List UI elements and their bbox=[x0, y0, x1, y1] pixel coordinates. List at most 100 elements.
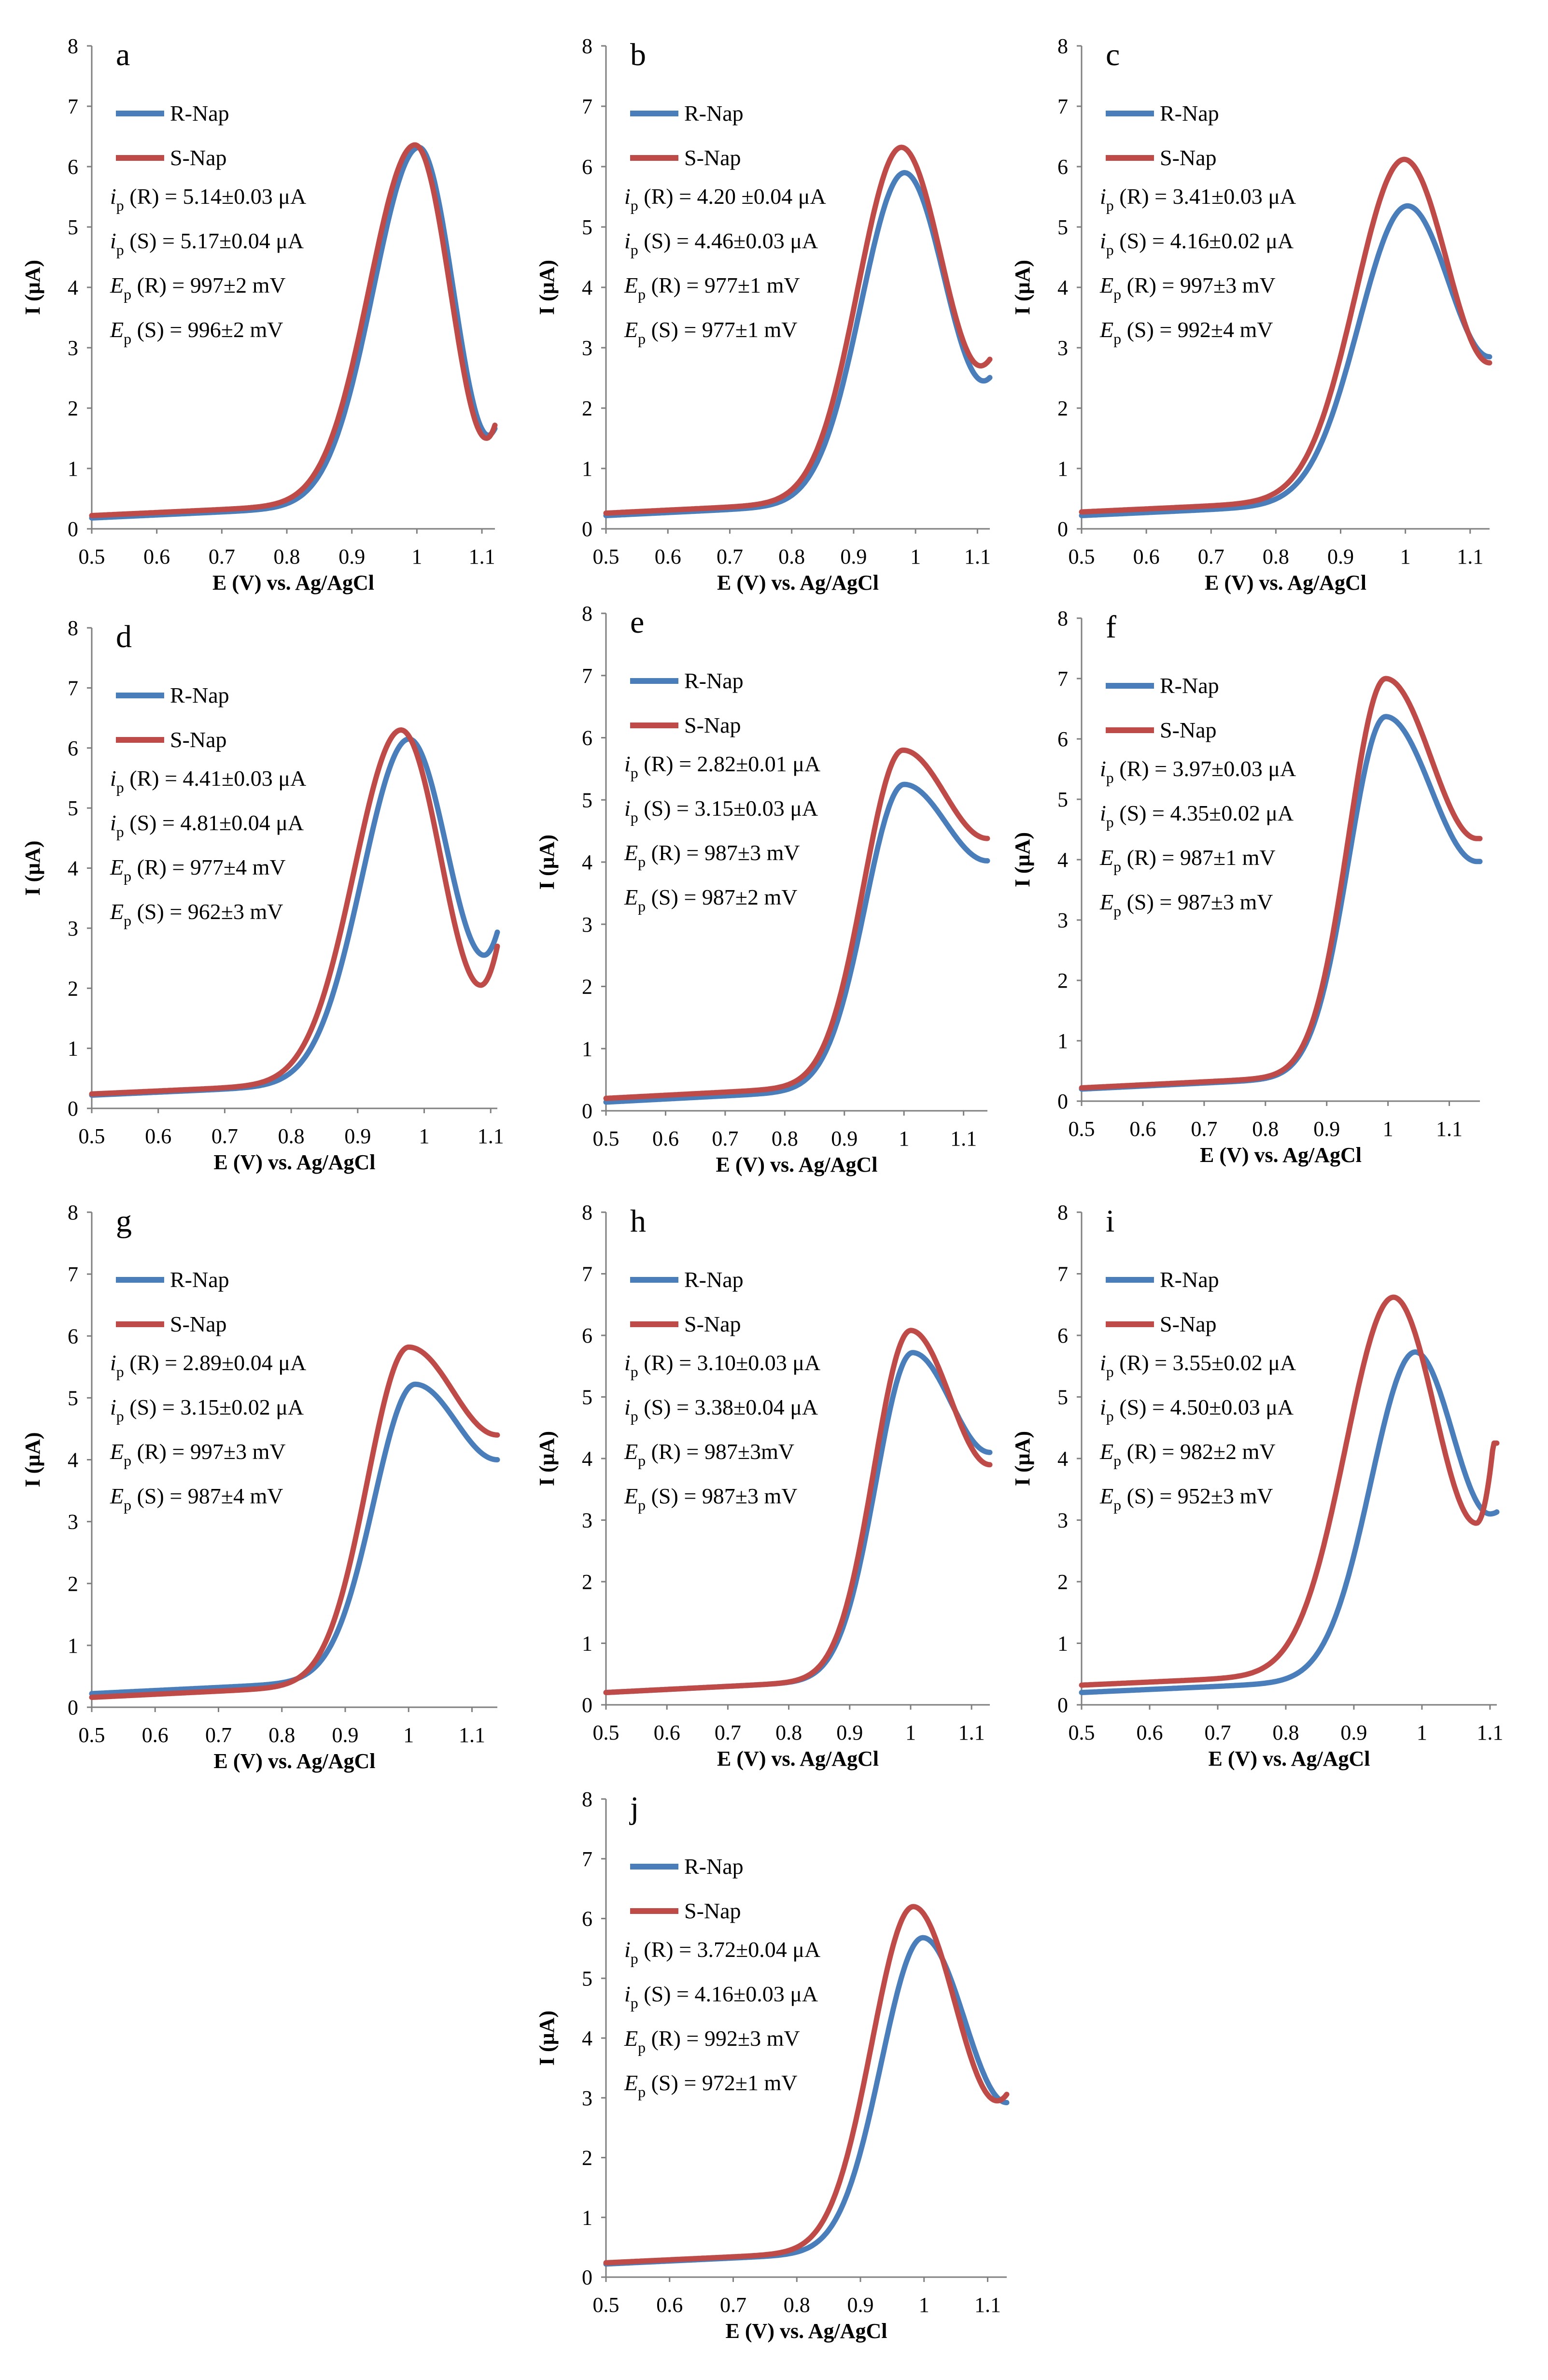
y-tick-label: 6 bbox=[68, 737, 78, 760]
subscript: p bbox=[631, 1407, 638, 1425]
y-tick-label: 3 bbox=[68, 336, 78, 360]
y-tick-label: 2 bbox=[582, 2146, 592, 2170]
y-tick-label: 6 bbox=[582, 155, 592, 179]
y-tick-label: 7 bbox=[582, 95, 592, 118]
stat-annotation: ip (R) = 3.72±0.04 μA bbox=[624, 1937, 820, 1967]
y-tick-label: 7 bbox=[68, 95, 78, 118]
subscript: p bbox=[1113, 1496, 1121, 1514]
x-tick-label: 0.9 bbox=[1313, 1117, 1340, 1141]
symbol: i bbox=[624, 1982, 631, 2006]
y-tick-label: 1 bbox=[1057, 457, 1068, 481]
y-tick-label: 7 bbox=[68, 676, 78, 700]
symbol: i bbox=[624, 796, 631, 821]
x-tick-label: 0.6 bbox=[1136, 1721, 1163, 1744]
symbol: E bbox=[110, 317, 124, 342]
subscript: p bbox=[1113, 858, 1121, 875]
y-axis-title: I (μA) bbox=[1011, 260, 1034, 315]
stat-annotation: Ep (S) = 962±3 mV bbox=[110, 899, 283, 929]
subscript: p bbox=[638, 853, 646, 870]
x-tick-label: 0.5 bbox=[593, 1127, 619, 1150]
value: (R) = 997±2 mV bbox=[131, 273, 286, 298]
x-axis-title: E (V) vs. Ag/AgCl bbox=[214, 1150, 376, 1174]
x-tick-label: 0.5 bbox=[1069, 545, 1095, 568]
series-line-r-nap bbox=[603, 781, 990, 1105]
y-tick-label: 5 bbox=[582, 1386, 592, 1409]
x-tick-label: 1 bbox=[910, 545, 921, 568]
y-axis-title: I (μA) bbox=[21, 1432, 44, 1487]
symbol: E bbox=[1099, 1484, 1113, 1508]
symbol: E bbox=[1099, 317, 1113, 342]
y-tick-label: 8 bbox=[1057, 607, 1068, 630]
subscript: p bbox=[1106, 1407, 1114, 1425]
value: (S) = 972±1 mV bbox=[646, 2070, 797, 2095]
stat-annotation: ip (R) = 3.97±0.03 μA bbox=[1100, 756, 1296, 786]
value: (R) = 5.14±0.03 μA bbox=[124, 184, 306, 209]
y-axis-title: I (μA) bbox=[1011, 1431, 1034, 1486]
x-tick-label: 1.1 bbox=[974, 2293, 1001, 2317]
y-tick-label: 6 bbox=[582, 1324, 592, 1347]
y-tick-label: 3 bbox=[1057, 1509, 1068, 1532]
x-tick-label: 0.8 bbox=[1272, 1721, 1299, 1744]
y-tick-label: 5 bbox=[582, 1967, 592, 1990]
x-tick-label: 1.1 bbox=[958, 1721, 985, 1744]
x-tick-label: 1 bbox=[411, 545, 422, 568]
x-tick-label: 1.1 bbox=[459, 1723, 485, 1747]
series-line-s-nap bbox=[89, 1344, 500, 1700]
y-tick-label: 8 bbox=[582, 1201, 592, 1224]
value: (R) = 987±1 mV bbox=[1121, 845, 1276, 870]
y-tick-label: 8 bbox=[582, 602, 592, 625]
stat-annotation: Ep (R) = 997±2 mV bbox=[110, 273, 286, 303]
stat-annotation: Ep (R) = 977±4 mV bbox=[110, 855, 286, 885]
y-tick-label: 4 bbox=[1057, 276, 1068, 299]
symbol: i bbox=[624, 1395, 631, 1419]
value: (R) = 982±2 mV bbox=[1121, 1439, 1276, 1464]
y-tick-label: 1 bbox=[68, 1634, 78, 1658]
x-tick-label: 0.6 bbox=[652, 1127, 679, 1150]
x-axis-title: E (V) vs. Ag/AgCl bbox=[717, 571, 879, 595]
stat-annotation: ip (S) = 4.50±0.03 μA bbox=[1100, 1395, 1294, 1425]
y-tick-label: 3 bbox=[1057, 908, 1068, 932]
stat-annotation: ip (S) = 3.38±0.04 μA bbox=[624, 1395, 818, 1425]
subscript: p bbox=[631, 1950, 638, 1967]
value: (S) = 987±4 mV bbox=[131, 1484, 283, 1508]
y-tick-label: 5 bbox=[68, 1386, 78, 1410]
y-tick-label: 0 bbox=[68, 1696, 78, 1719]
value: (R) = 3.41±0.03 μA bbox=[1114, 184, 1296, 209]
value: (R) = 4.20 ±0.04 μA bbox=[638, 184, 826, 209]
symbol: E bbox=[1099, 890, 1113, 914]
x-tick-label: 1.1 bbox=[469, 545, 495, 568]
y-tick-label: 5 bbox=[1057, 788, 1068, 811]
legend-label: R-Nap bbox=[170, 1267, 229, 1292]
chart-panel-a: 0 1 2 3 4 5 6 7 8 0.5 0.6 0.7 0.8 0.9 1 1.1 E (V) vs. Ag… bbox=[21, 34, 498, 595]
x-tick-label: 0.7 bbox=[209, 545, 235, 568]
x-tick-label: 1.1 bbox=[964, 545, 991, 568]
y-tick-label: 6 bbox=[1057, 727, 1068, 751]
value: (S) = 4.16±0.03 μA bbox=[638, 1982, 818, 2006]
legend-label: S-Nap bbox=[684, 713, 741, 737]
y-tick-label: 5 bbox=[582, 788, 592, 812]
value: (R) = 3.97±0.03 μA bbox=[1114, 756, 1296, 781]
y-tick-label: 5 bbox=[1057, 215, 1068, 239]
symbol: i bbox=[110, 184, 116, 209]
series-line-s-nap bbox=[89, 142, 498, 518]
value: (S) = 4.81±0.04 μA bbox=[124, 810, 304, 835]
stat-annotation: ip (R) = 2.82±0.01 μA bbox=[624, 751, 820, 781]
symbol: i bbox=[624, 751, 631, 776]
x-tick-label: 0.8 bbox=[278, 1124, 305, 1148]
subscript: p bbox=[124, 1496, 131, 1514]
x-tick-label: 0.7 bbox=[1204, 1721, 1231, 1744]
subscript: p bbox=[631, 241, 638, 258]
x-tick-label: 0.8 bbox=[268, 1723, 295, 1747]
x-tick-label: 0.8 bbox=[778, 545, 805, 568]
x-tick-label: 0.6 bbox=[1133, 545, 1160, 568]
symbol: i bbox=[1100, 1395, 1106, 1419]
value: (R) = 2.82±0.01 μA bbox=[638, 751, 820, 776]
value: (S) = 4.50±0.03 μA bbox=[1114, 1395, 1294, 1419]
x-tick-label: 1.1 bbox=[1477, 1721, 1503, 1744]
panel-letter: c bbox=[1106, 37, 1120, 72]
x-tick-label: 0.5 bbox=[79, 1124, 105, 1148]
subscript: p bbox=[1106, 813, 1114, 831]
y-tick-label: 8 bbox=[68, 34, 78, 58]
y-tick-label: 8 bbox=[1057, 1201, 1068, 1224]
series-line-r-nap bbox=[1079, 1349, 1500, 1695]
